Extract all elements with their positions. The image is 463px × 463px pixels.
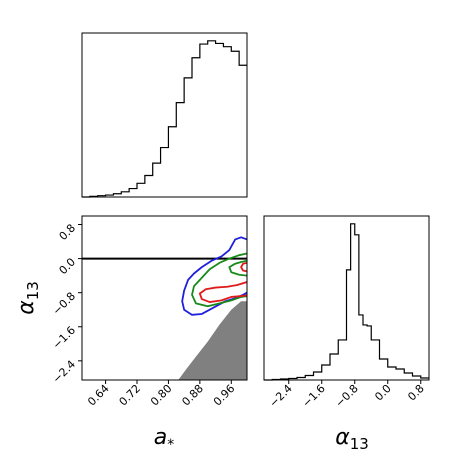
histogram-alpha13-x-tick-label: 0.0 [372, 382, 394, 404]
contour-y-axis-label: α13 [14, 281, 42, 315]
histogram-alpha13-x-tick-label: −0.8 [333, 382, 361, 410]
contour-y-tick-label: −0.8 [50, 290, 78, 318]
contour-middle-inner [228, 259, 247, 277]
contour-y-tick-label: 0.8 [57, 221, 79, 243]
x-axis-symbol: a [154, 425, 167, 450]
histogram-alpha13-x-axis-label: α13 [335, 425, 369, 453]
y-axis-symbol: α [14, 300, 39, 315]
histogram-alpha13-x-tick-label: −2.4 [267, 382, 295, 410]
contour-frame [81, 215, 248, 381]
histogram-a-star-panel [81, 32, 248, 198]
contour-y-ticks: 0.8 0.0 −0.8 −1.6 −2.4 [50, 221, 82, 386]
contour-inner-top [240, 261, 247, 273]
contour-lines [181, 236, 247, 316]
contour-outer [181, 236, 247, 316]
histogram-alpha13-frame [263, 215, 430, 381]
histogram-alpha13-steps [264, 223, 429, 381]
contour-middle [191, 252, 247, 308]
contour-y-tick-label: −1.6 [50, 324, 78, 352]
x-axis-subscript: * [167, 437, 174, 453]
y-axis-subscript: 13 [24, 281, 42, 300]
histogram-alpha13-x-tick-label: −1.6 [300, 382, 328, 410]
contour-x-tick-label: 0.96 [211, 382, 238, 409]
contour-x-axis-label: a* [154, 425, 174, 453]
contour-x-tick-label: 0.64 [85, 382, 112, 409]
contour-x-tick-label: 0.80 [148, 382, 175, 409]
contour-x-ticks: 0.64 0.72 0.80 0.88 0.96 [85, 380, 237, 408]
contour-panel: 0.64 0.72 0.80 0.88 0.96 0.80.0−0.8−1.6−2.4 … [14, 215, 248, 453]
histogram-a-star-steps [82, 40, 247, 198]
contour-y-tick-label: 0.0 [57, 256, 79, 278]
histogram-alpha13-panel: −2.4 −1.6 −0.8 0.0 0.8 α13 [263, 215, 430, 453]
hist-x-axis-subscript: 13 [350, 435, 369, 453]
excluded-region-shading [178, 301, 247, 380]
contour-y-tick-label: −2.4 [50, 358, 78, 386]
histogram-alpha13-x-ticks: −2.4 −1.6 −0.8 0.0 0.8 [267, 380, 427, 410]
contour-x-tick-label: 0.88 [179, 382, 206, 409]
contour-inner [198, 281, 247, 303]
histogram-a-star-frame [81, 32, 248, 198]
hist-x-axis-symbol: α [335, 425, 350, 450]
histogram-alpha13-x-tick-label: 0.8 [405, 382, 427, 404]
contour-x-tick-label: 0.72 [117, 382, 144, 409]
